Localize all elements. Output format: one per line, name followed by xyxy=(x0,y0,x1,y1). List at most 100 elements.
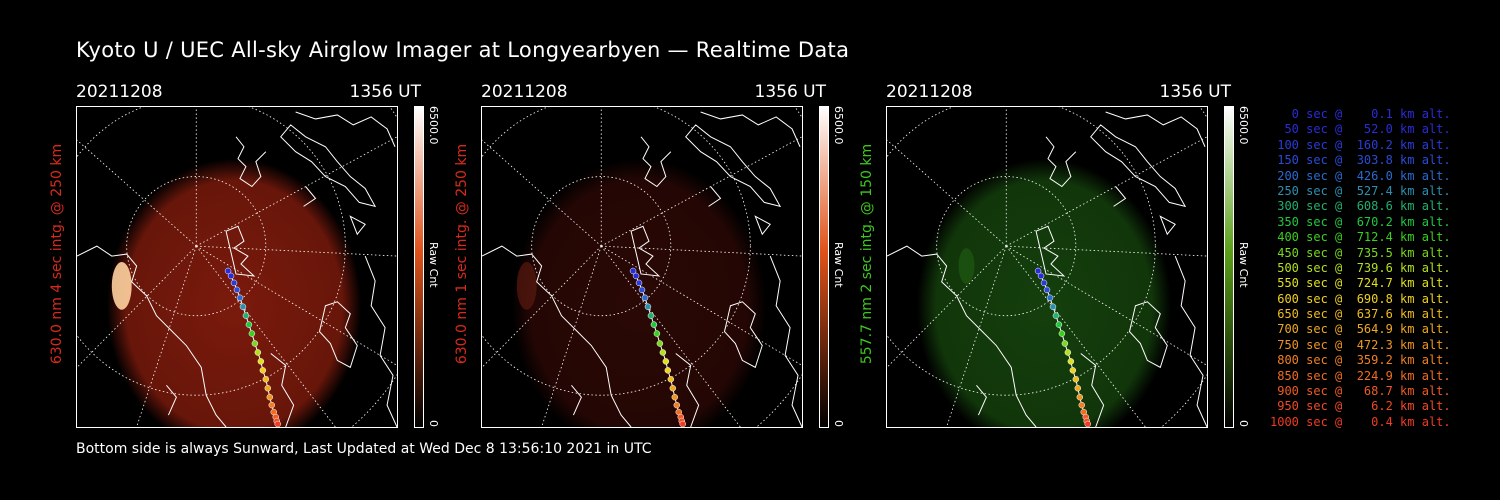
colorbar-unit-label: Raw Cnt xyxy=(832,242,845,288)
trajectory-point xyxy=(1049,303,1057,310)
trajectory-point xyxy=(266,393,274,401)
coastline xyxy=(295,111,396,147)
panel-ylabel-text: 557.7 nm 2 sec intg. @ 150 km xyxy=(859,143,875,365)
trajectory-point xyxy=(251,340,259,347)
panel-ylabel: 630.0 nm 4 sec intg. @ 250 km xyxy=(46,106,68,402)
allsky-image[interactable] xyxy=(481,106,803,428)
trajectory-point xyxy=(224,267,232,275)
trajectory-point xyxy=(239,303,247,310)
coastline xyxy=(1174,255,1207,427)
panel-time: 1356 UT xyxy=(754,82,827,102)
trajectory-point xyxy=(233,286,241,294)
coastline xyxy=(887,245,1037,427)
trajectory-point xyxy=(259,367,267,374)
legend-entry: 400 sec @ 712.4 km alt. xyxy=(1270,230,1451,245)
trajectory-point xyxy=(264,385,272,392)
colorbar-min-label: 0 xyxy=(832,420,845,427)
coastline xyxy=(675,353,700,427)
trajectory-point xyxy=(664,367,672,374)
trajectory-point xyxy=(671,393,679,401)
colorbar-max-label: 6500.0 xyxy=(832,106,845,145)
coastline xyxy=(630,225,661,277)
grid-line xyxy=(601,245,802,257)
legend-entry: 350 sec @ 670.2 km alt. xyxy=(1270,214,1451,229)
colorbar xyxy=(414,106,424,428)
trajectory-point xyxy=(1037,272,1045,280)
trajectory-point xyxy=(248,330,256,337)
trajectory-point xyxy=(641,294,649,302)
coastline xyxy=(1113,186,1127,207)
panel-ylabel: 557.7 nm 2 sec intg. @ 150 km xyxy=(856,106,878,402)
trajectory-point xyxy=(679,420,686,427)
trajectory-point xyxy=(647,312,655,319)
trajectory-point xyxy=(1078,401,1086,409)
legend-entry: 750 sec @ 472.3 km alt. xyxy=(1270,337,1451,352)
allsky-image[interactable] xyxy=(76,106,398,428)
panel-ylabel: 630.0 nm 1 sec intg. @ 250 km xyxy=(451,106,473,402)
grid-circle xyxy=(936,176,1077,317)
grid-circle xyxy=(482,107,751,396)
trajectory-point xyxy=(257,358,265,365)
coastline xyxy=(482,245,632,427)
colorbar xyxy=(819,106,829,428)
colorbar-max-label: 6500.0 xyxy=(427,106,440,145)
legend-entry: 0 sec @ 0.1 km alt. xyxy=(1270,107,1451,121)
trajectory-point xyxy=(1061,340,1069,347)
trajectory-point xyxy=(1072,376,1080,383)
page-title: Kyoto U / UEC All-sky Airglow Imager at … xyxy=(76,38,850,62)
trajectory-point xyxy=(268,401,276,409)
coastline xyxy=(769,255,802,427)
legend-entry: 200 sec @ 426.0 km alt. xyxy=(1270,168,1451,183)
legend-entry: 900 sec @ 68.7 km alt. xyxy=(1270,384,1451,399)
trajectory-point xyxy=(1046,294,1054,302)
panel-date: 20211208 xyxy=(481,82,568,102)
coastline xyxy=(235,136,267,188)
coastline xyxy=(1080,353,1105,427)
legend-entry: 600 sec @ 690.8 km alt. xyxy=(1270,291,1451,306)
coastline xyxy=(77,245,227,427)
coastline xyxy=(640,136,672,188)
trajectory-point xyxy=(1052,312,1060,319)
grid-circle xyxy=(77,107,346,396)
coastline xyxy=(571,384,582,416)
trajectory-point xyxy=(227,272,235,280)
panel-ylabel-text: 630.0 nm 4 sec intg. @ 250 km xyxy=(49,143,65,365)
colorbar-unit-label: Raw Cnt xyxy=(427,242,440,288)
panel-557nm-2sec: 20211208 1356 UT 557.7 nm 2 sec intg. @ … xyxy=(859,80,1306,440)
colorbar-min-label: 0 xyxy=(1237,420,1250,427)
trajectory-point xyxy=(1084,420,1091,427)
trajectory-point xyxy=(635,279,643,287)
coastline xyxy=(280,124,377,208)
allsky-image[interactable] xyxy=(886,106,1208,428)
legend-entry: 550 sec @ 724.7 km alt. xyxy=(1270,276,1451,291)
legend-entry: 300 sec @ 608.6 km alt. xyxy=(1270,199,1451,214)
trajectory-point xyxy=(1074,385,1082,392)
trajectory-point xyxy=(644,303,652,310)
aurora-patch xyxy=(516,262,537,310)
airglow-field xyxy=(916,158,1172,427)
coastline xyxy=(225,225,256,277)
grid-line xyxy=(887,245,1007,368)
aurora-patch xyxy=(111,262,132,310)
grid-line xyxy=(196,245,397,257)
panel-date: 20211208 xyxy=(886,82,973,102)
grid-line xyxy=(1006,245,1207,366)
airglow-field xyxy=(511,158,767,427)
coastline xyxy=(976,384,987,416)
grid-line xyxy=(482,245,602,368)
coastline xyxy=(1159,215,1176,236)
trajectory-point xyxy=(662,358,670,365)
grid-line xyxy=(77,139,197,247)
allsky-map-svg xyxy=(887,107,1207,427)
trajectory-point xyxy=(1058,330,1066,337)
trajectory-point xyxy=(262,376,270,383)
trajectory-legend: 0 sec @ 0.1 km alt. 50 sec @ 52.0 km alt… xyxy=(1270,107,1451,430)
colorbar-min-label: 0 xyxy=(427,420,440,427)
trajectory-point xyxy=(659,349,667,356)
coastline xyxy=(364,255,397,427)
grid-line xyxy=(482,139,602,247)
colorbar-max-label: 6500.0 xyxy=(1237,106,1250,145)
panel-630nm-4sec: 20211208 1356 UT 630.0 nm 4 sec intg. @ … xyxy=(49,80,496,440)
legend-entry: 1000 sec @ 0.4 km alt. xyxy=(1270,414,1451,429)
trajectory-point xyxy=(653,330,661,337)
